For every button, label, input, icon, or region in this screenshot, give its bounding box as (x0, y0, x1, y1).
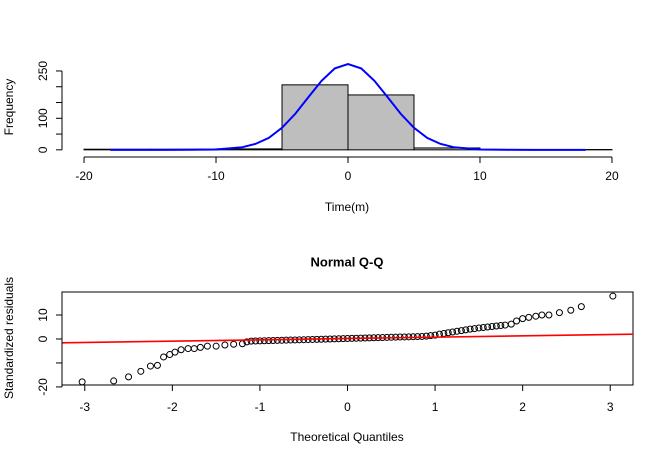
qq-point (137, 367, 145, 375)
y-tick-label: 100 (36, 108, 50, 128)
qq-point (427, 332, 435, 340)
qq-point (466, 325, 474, 333)
qq-point (462, 326, 470, 334)
y-tick-label: -20 (36, 378, 50, 396)
x-axis-label: Time(m) (325, 200, 369, 214)
x-tick-label: 20 (605, 169, 619, 183)
x-tick-label: 3 (607, 400, 614, 414)
qq-point (507, 320, 515, 328)
qq-point (265, 337, 273, 345)
x-tick-label: 0 (345, 169, 352, 183)
qq-point (78, 378, 86, 386)
qq-point (125, 373, 133, 381)
qq-point (497, 322, 505, 330)
qq-point (484, 323, 492, 331)
x-axis-label: Theoretical Quantiles (290, 430, 403, 444)
qq-point (414, 333, 422, 341)
qq-point (538, 311, 546, 319)
qq-point (418, 332, 426, 340)
x-tick-label: -1 (255, 400, 266, 414)
y-axis-label: Standardized residuals (2, 277, 16, 399)
qq-point (545, 311, 553, 319)
qq-point (555, 309, 563, 317)
qq-point (488, 323, 496, 331)
y-tick-label: 10 (36, 308, 50, 322)
x-tick-label: -2 (167, 400, 178, 414)
qq-point (256, 337, 264, 345)
qq-line (62, 333, 633, 344)
y-tick-label: 0 (36, 335, 50, 342)
qq-point (146, 362, 154, 370)
qq-point (457, 327, 465, 335)
histogram-bar (347, 94, 415, 151)
y-axis-label: Frequency (2, 79, 16, 136)
x-tick-label: 1 (432, 400, 439, 414)
density-curve (110, 62, 586, 151)
qq-point (513, 317, 521, 325)
qq-point (431, 331, 439, 339)
qq-point (171, 348, 179, 356)
x-tick-label: -10 (207, 169, 225, 183)
x-tick-label: 10 (473, 169, 487, 183)
qq-point (269, 337, 277, 345)
qq-point (609, 292, 617, 300)
x-tick-label: -3 (79, 400, 90, 414)
qq-point (525, 313, 533, 321)
x-tick-label: -20 (75, 169, 93, 183)
qq-point (247, 337, 255, 345)
x-tick-label: 0 (344, 400, 351, 414)
qq-point (479, 323, 487, 331)
y-tick-label: 0 (36, 146, 50, 153)
qq-point (449, 328, 457, 336)
qq-point (273, 336, 281, 344)
qq-point (260, 337, 268, 345)
y-tick-label: 250 (36, 61, 50, 81)
qq-point (243, 338, 251, 346)
qq-point (212, 342, 220, 350)
qq-point (153, 361, 161, 369)
qq-point (177, 346, 185, 354)
qq-point (577, 303, 585, 311)
qq-point (492, 322, 500, 330)
qq-point (203, 342, 211, 350)
qq-point (422, 332, 430, 340)
qq-point (444, 329, 452, 337)
qq-point (470, 325, 478, 333)
qq-point (110, 377, 118, 385)
qq-point (567, 306, 575, 314)
qq-point (221, 341, 229, 349)
qq-point (160, 353, 168, 361)
qq-point (196, 343, 204, 351)
qq-point (475, 324, 483, 332)
qq-point (453, 327, 461, 335)
qq-point (230, 340, 238, 348)
qq-point (252, 337, 260, 345)
x-tick-label: 2 (519, 400, 526, 414)
chart-title: Normal Q-Q (311, 254, 384, 269)
